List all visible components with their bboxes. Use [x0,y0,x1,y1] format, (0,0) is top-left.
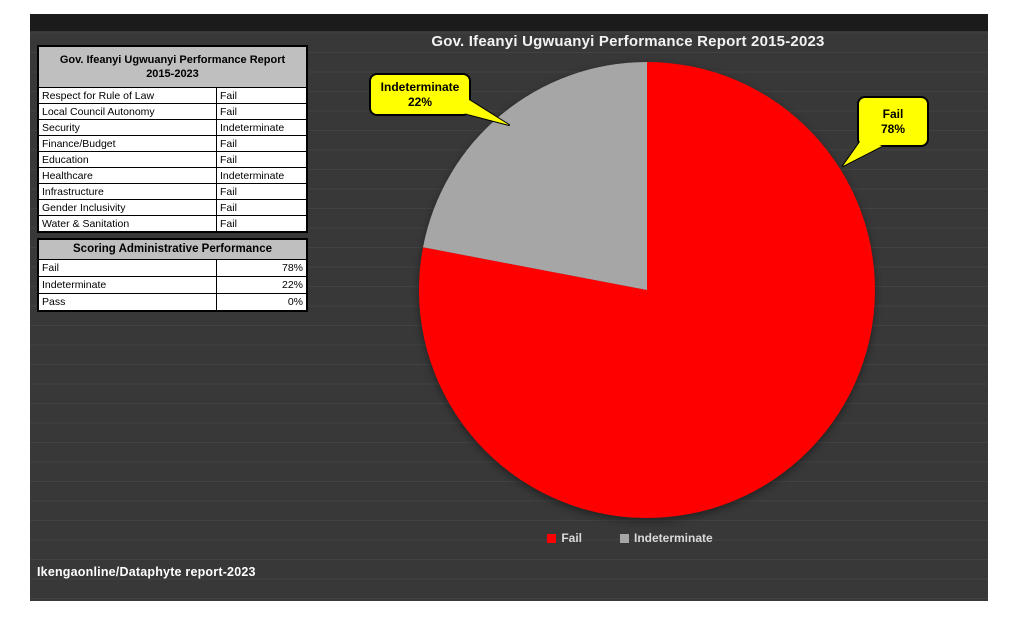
performance-report-table: Gov. Ifeanyi Ugwuanyi Performance Report… [37,45,308,233]
chart-legend: Fail Indeterminate [400,528,860,548]
source-note: Ikengaonline/Dataphyte report-2023 [37,565,256,579]
rating-cell[interactable]: Fail [216,104,306,119]
metric-cell[interactable]: Local Council Autonomy [42,105,155,118]
callout-label: Fail [882,106,904,121]
legend-swatch-fail [547,533,557,543]
rating-cell[interactable]: Fail [216,88,306,103]
rating-cell[interactable]: Fail [216,136,306,151]
score-label-cell[interactable]: Pass [42,296,66,308]
callout-indeterminate[interactable]: Indeterminate 22% [368,72,518,132]
score-label-cell[interactable]: Fail [42,262,59,274]
table-row: Infrastructure Fail [39,184,306,200]
rating-cell[interactable]: Fail [216,184,306,199]
table-row: Pass 0% [39,294,306,310]
callout-tail-fill [452,98,509,125]
metric-cell[interactable]: Respect for Rule of Law [42,89,155,102]
legend-label-indeterminate: Indeterminate [633,531,713,545]
rating-cell[interactable]: Fail [216,216,306,231]
report-table-header[interactable]: Gov. Ifeanyi Ugwuanyi Performance Report… [39,47,306,88]
table-row: Fail 78% [39,260,306,277]
callout-box [369,73,471,116]
scoring-table-header[interactable]: Scoring Administrative Performance [39,240,306,260]
pie-chart [417,60,877,520]
table-row: Local Council Autonomy Fail [39,104,306,120]
table-row: Respect for Rule of Law Fail [39,88,306,104]
callout-fail[interactable]: Fail 78% [838,95,938,175]
legend-item-indeterminate[interactable]: Indeterminate [619,531,713,545]
metric-cell[interactable]: Security [42,121,80,134]
metric-cell[interactable]: Education [42,153,89,166]
scoring-table-title: Scoring Administrative Performance [73,243,272,255]
table-row: Security Indeterminate [39,120,306,136]
legend-label-fail: Fail [561,531,582,545]
scoring-table: Scoring Administrative Performance Fail … [37,238,308,312]
report-table-title-line2: 2015-2023 [146,68,199,80]
legend-item-fail[interactable]: Fail [547,531,582,545]
callout-value: 78% [880,121,906,136]
table-row: Indeterminate 22% [39,277,306,294]
metric-cell[interactable]: Infrastructure [42,185,104,198]
score-value-cell[interactable]: 78% [216,260,306,276]
score-label-cell[interactable]: Indeterminate [42,279,107,291]
table-row: Gender Inclusivity Fail [39,200,306,216]
table-row: Healthcare Indeterminate [39,168,306,184]
chart-title[interactable]: Gov. Ifeanyi Ugwuanyi Performance Report… [431,33,825,50]
table-row: Education Fail [39,152,306,168]
top-black-bar [30,14,988,31]
pie-slice-indeterminate[interactable] [423,62,647,290]
rating-cell[interactable]: Indeterminate [216,168,306,183]
callout-box [857,96,929,147]
callout-tail-fill [843,139,882,166]
table-row: Water & Sanitation Fail [39,216,306,231]
callout-label: Indeterminate [380,79,460,94]
table-row: Finance/Budget Fail [39,136,306,152]
metric-cell[interactable]: Healthcare [42,169,93,182]
report-table-title-line1: Gov. Ifeanyi Ugwuanyi Performance Report [59,54,286,66]
pie-slice-fail[interactable] [418,62,875,518]
rating-cell[interactable]: Fail [216,200,306,215]
score-value-cell[interactable]: 0% [216,294,306,310]
metric-cell[interactable]: Water & Sanitation [42,217,130,230]
callout-value: 22% [407,94,433,109]
rating-cell[interactable]: Indeterminate [216,120,306,135]
metric-cell[interactable]: Finance/Budget [42,137,116,150]
metric-cell[interactable]: Gender Inclusivity [42,201,126,214]
legend-swatch-indeterminate [619,533,629,543]
rating-cell[interactable]: Fail [216,152,306,167]
score-value-cell[interactable]: 22% [216,277,306,293]
